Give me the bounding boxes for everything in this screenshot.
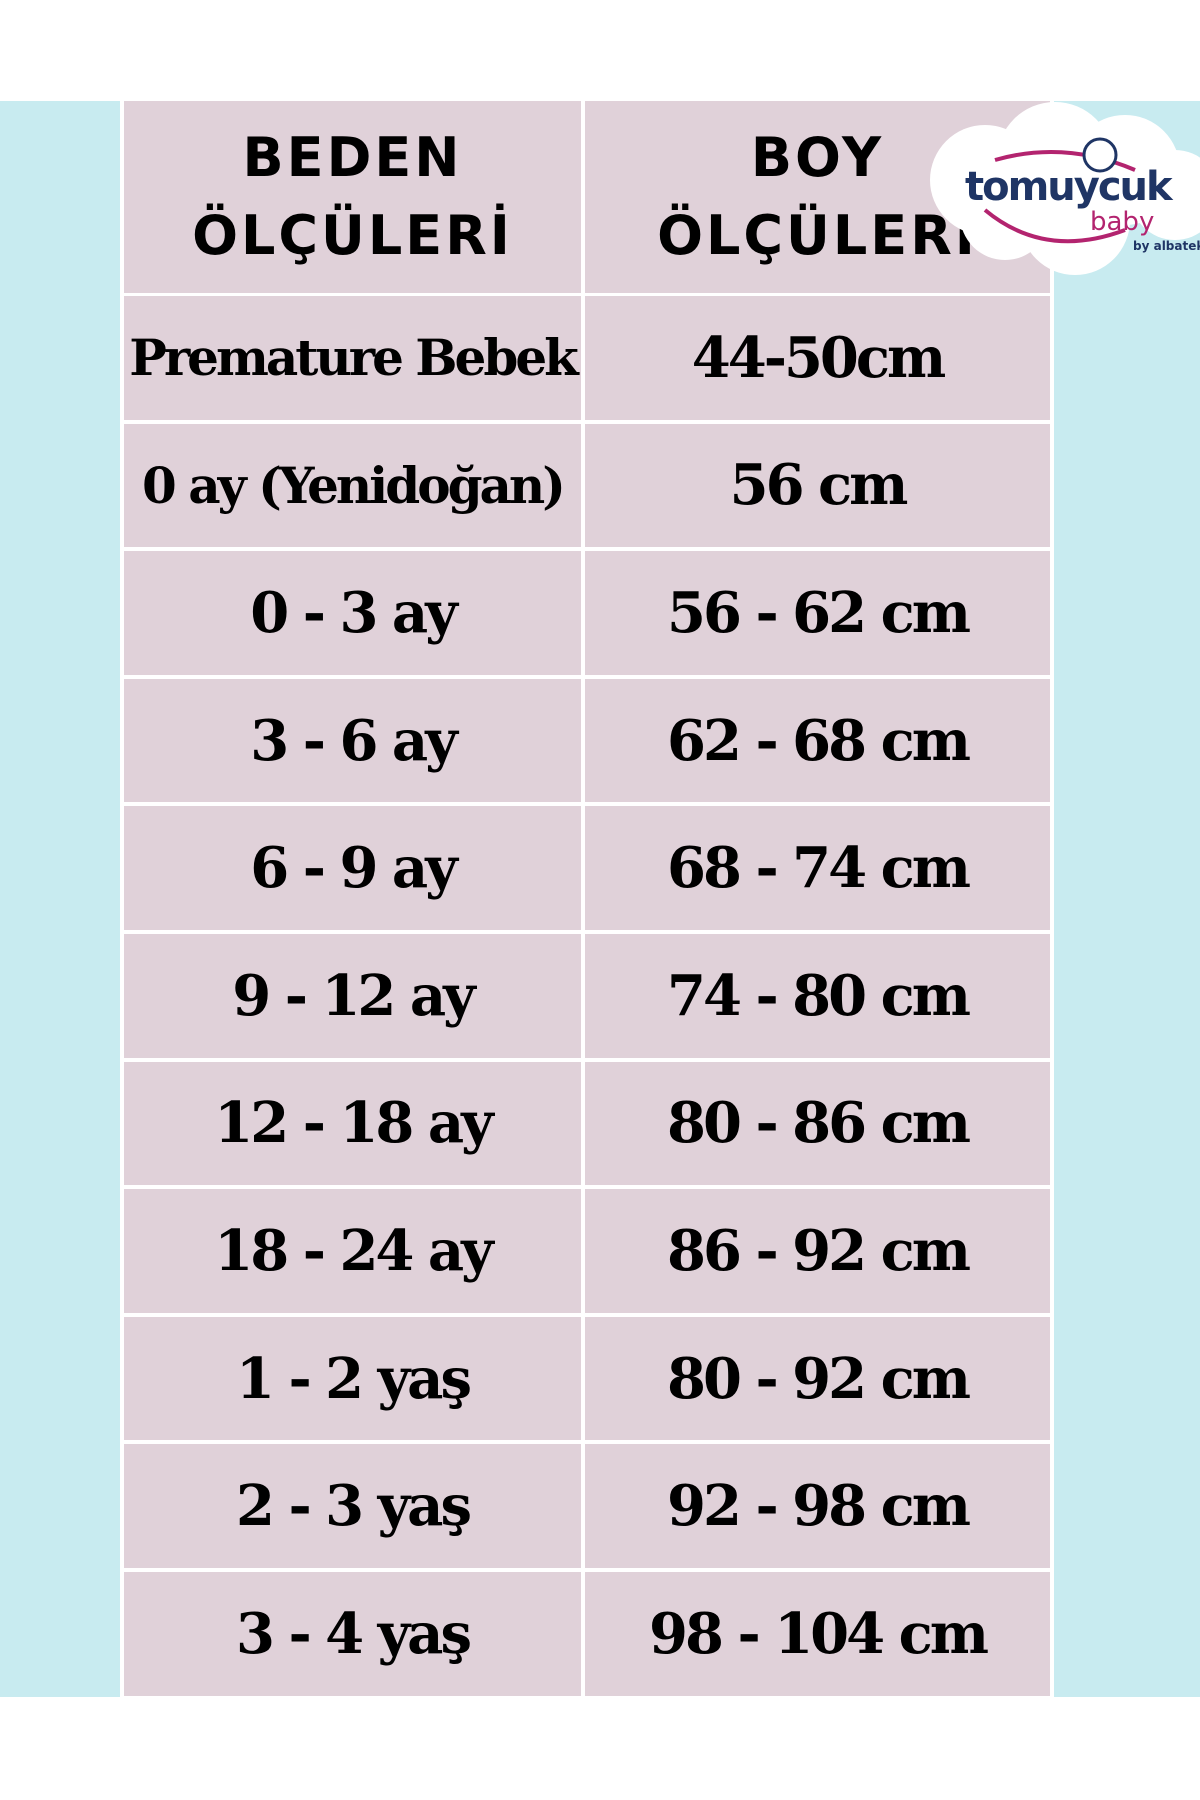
header-size: BEDEN ÖLÇÜLERİ: [124, 101, 581, 293]
table-cell-size: 0 - 3 ay: [124, 551, 581, 675]
table-cell-size: 18 - 24 ay: [124, 1189, 581, 1313]
table-cell-size: 3 - 6 ay: [124, 678, 581, 803]
cell-size-text: 12 - 18 ay: [214, 1090, 493, 1157]
cell-size-text: 18 - 24 ay: [214, 1217, 493, 1284]
cell-height-text: 92 - 98 cm: [667, 1473, 971, 1540]
cell-size-text: Premature Bebek: [129, 328, 579, 388]
tomuycuk-baby-logo: tomuycuk baby by albatek: [930, 102, 1200, 275]
header-height-label: BOY ÖLÇÜLERİ: [657, 126, 978, 267]
cell-height-text: 56 cm: [729, 452, 909, 519]
cell-height-text: 86 - 92 cm: [667, 1217, 971, 1284]
cell-size-text: 3 - 6 ay: [250, 707, 457, 774]
table-cell-height: 56 - 62 cm: [585, 551, 1050, 675]
table-cell-height: 44-50cm: [585, 296, 1050, 420]
table-cell-height: 98 - 104 cm: [585, 1572, 1050, 1696]
table-cell-height: 86 - 92 cm: [585, 1189, 1050, 1313]
table-cell-size: 2 - 3 yaş: [124, 1444, 581, 1568]
cell-height-text: 80 - 86 cm: [667, 1090, 971, 1157]
svg-text:by albatek: by albatek: [1133, 239, 1200, 253]
table-cell-size: 0 ay (Yenidoğan): [124, 423, 581, 548]
cell-size-text: 2 - 3 yaş: [235, 1473, 472, 1540]
svg-text:baby: baby: [1090, 207, 1154, 237]
header-size-label: BEDEN ÖLÇÜLERİ: [192, 126, 513, 267]
table-cell-height: 62 - 68 cm: [585, 678, 1050, 803]
cell-height-text: 56 - 62 cm: [667, 579, 971, 646]
table-cell-height: 80 - 86 cm: [585, 1061, 1050, 1186]
table-cell-size: 1 - 2 yaş: [124, 1316, 581, 1441]
cell-size-text: 6 - 9 ay: [250, 835, 457, 902]
table-cell-height: 92 - 98 cm: [585, 1444, 1050, 1568]
cell-height-text: 74 - 80 cm: [667, 962, 971, 1029]
cell-height-text: 98 - 104 cm: [649, 1600, 989, 1667]
cell-height-text: 68 - 74 cm: [667, 835, 971, 902]
cell-size-text: 9 - 12 ay: [232, 962, 475, 1029]
cell-size-text: 1 - 2 yaş: [235, 1345, 472, 1412]
cell-height-text: 44-50cm: [691, 324, 946, 391]
cell-height-text: 80 - 92 cm: [667, 1345, 971, 1412]
table-cell-size: Premature Bebek: [124, 296, 581, 420]
svg-text:tomuycuk: tomuycuk: [965, 164, 1174, 210]
table-cell-size: 6 - 9 ay: [124, 806, 581, 930]
table-cell-height: 80 - 92 cm: [585, 1316, 1050, 1441]
table-cell-size: 3 - 4 yaş: [124, 1572, 581, 1696]
table-cell-height: 68 - 74 cm: [585, 806, 1050, 930]
table-cell-height: 56 cm: [585, 423, 1050, 548]
cell-size-text: 3 - 4 yaş: [235, 1600, 472, 1667]
table-cell-height: 74 - 80 cm: [585, 934, 1050, 1058]
size-chart-table: BEDEN ÖLÇÜLERİ BOY ÖLÇÜLERİ Premature Be…: [120, 101, 1054, 1697]
table-cell-size: 9 - 12 ay: [124, 934, 581, 1058]
cell-size-text: 0 ay (Yenidoğan): [142, 455, 566, 515]
cell-height-text: 62 - 68 cm: [667, 707, 971, 774]
cell-size-text: 0 - 3 ay: [250, 579, 457, 646]
table-cell-size: 12 - 18 ay: [124, 1061, 581, 1186]
